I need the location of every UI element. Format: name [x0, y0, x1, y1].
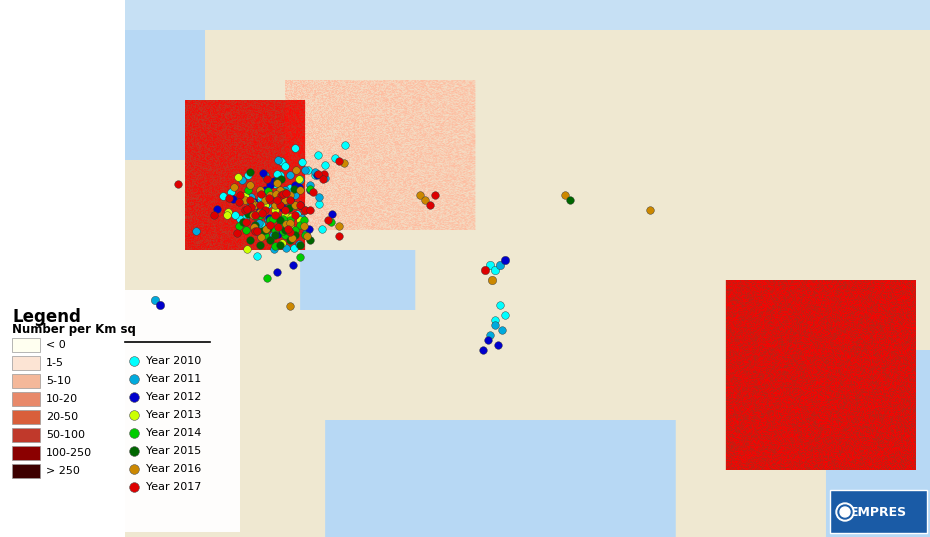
Bar [12, 464, 40, 478]
Bar [12, 338, 40, 352]
Circle shape [836, 503, 854, 521]
Circle shape [840, 507, 850, 517]
Bar [125, 0, 930, 537]
Bar [12, 446, 40, 460]
Text: EMPRES: EMPRES [849, 505, 907, 519]
Text: Year 2017: Year 2017 [146, 482, 202, 492]
Bar [12, 392, 40, 406]
Text: Year 2015: Year 2015 [146, 446, 201, 456]
Bar [12, 356, 40, 370]
Bar [830, 490, 927, 533]
Text: 5-10: 5-10 [46, 376, 71, 386]
Text: 20-50: 20-50 [46, 412, 78, 422]
Bar [12, 374, 40, 388]
Bar [12, 428, 40, 442]
Text: Year 2012: Year 2012 [146, 392, 202, 402]
Bar [5, 290, 240, 532]
Circle shape [838, 505, 852, 519]
Text: 1-5: 1-5 [46, 358, 64, 368]
Text: Legend: Legend [12, 308, 81, 326]
Bar [12, 410, 40, 424]
Text: 100-250: 100-250 [46, 448, 92, 458]
Text: < 0: < 0 [46, 340, 66, 350]
Text: Number per Km sq: Number per Km sq [12, 323, 136, 336]
Bar [125, 0, 930, 537]
Text: Year 2011: Year 2011 [146, 374, 201, 384]
Text: 50-100: 50-100 [46, 430, 85, 440]
Text: Year 2013: Year 2013 [146, 410, 201, 420]
Bar [0, 0, 125, 537]
Text: > 250: > 250 [46, 466, 80, 476]
Text: Year 2014: Year 2014 [146, 428, 202, 438]
Text: Year 2010: Year 2010 [146, 356, 201, 366]
Text: Year 2016: Year 2016 [146, 464, 201, 474]
Text: 10-20: 10-20 [46, 394, 78, 404]
